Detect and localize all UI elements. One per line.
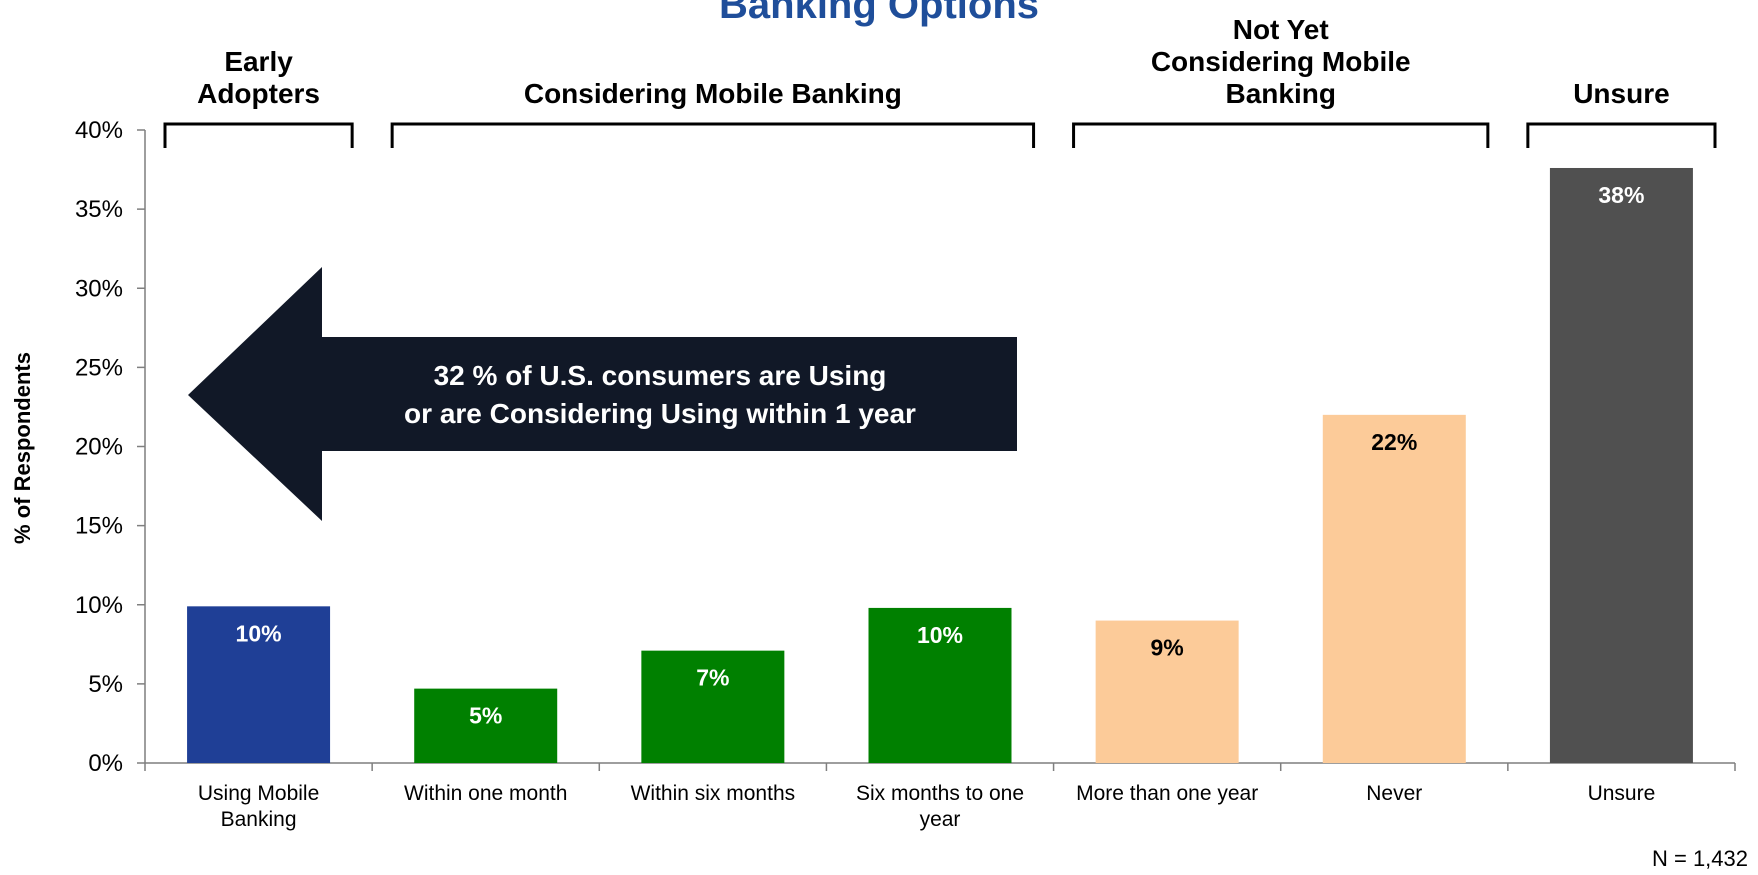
bar: [1322, 414, 1466, 763]
bar: [1095, 620, 1239, 763]
bar: [187, 606, 331, 763]
group-label: Not Yet Considering Mobile Banking: [1151, 14, 1411, 109]
x-tick-label: Using Mobile Banking: [198, 782, 319, 831]
y-tick-label: 35%: [75, 196, 123, 223]
x-tick-label: Unsure: [1588, 782, 1656, 805]
x-axis: Using Mobile Banking Within one month Withi…: [144, 762, 1736, 831]
chart-title: Banking Options: [719, 0, 1039, 27]
x-tick-label: Within six months: [631, 782, 796, 805]
group-label: Early Adopters: [197, 46, 320, 109]
sample-size-note: N = 1,432: [1652, 846, 1748, 871]
callout-line-2: or are Considering Using within 1 year: [404, 398, 916, 429]
group-bracket: [163, 122, 354, 148]
y-tick-label: 30%: [75, 275, 123, 302]
y-axis: 0% 5% 10% 15% 20% 25% 30% 35% 40%: [75, 117, 146, 777]
bar: [868, 607, 1012, 763]
bar: [1549, 167, 1693, 764]
y-tick-label: 40%: [75, 117, 123, 144]
callout-arrow: 32 % of U.S. consumers are Using or are …: [188, 267, 1017, 521]
group-label: Unsure: [1573, 78, 1669, 109]
y-tick-label: 0%: [88, 750, 123, 777]
y-axis-label: % of Respondents: [10, 352, 35, 544]
x-tick-label: Never: [1366, 782, 1422, 805]
y-tick-label: 20%: [75, 434, 123, 461]
y-tick-label: 10%: [75, 592, 123, 619]
y-tick-label: 5%: [88, 671, 123, 698]
bar: [641, 650, 785, 763]
y-tick-label: 15%: [75, 513, 123, 540]
data-label: 7%: [696, 665, 729, 691]
callout-line-1: 32 % of U.S. consumers are Using: [434, 360, 887, 391]
data-label: 10%: [917, 622, 963, 648]
x-tick-label: Six months to one year: [856, 782, 1024, 831]
group-brackets: Early Adopters Considering Mobile Banking N…: [163, 14, 1717, 148]
bar-series: 10% 5% 7% 10% 9% 22% 38%: [187, 167, 1693, 764]
group-label: Considering Mobile Banking: [524, 78, 902, 109]
data-label: 5%: [469, 703, 502, 729]
arrow-left-icon: [188, 267, 1017, 521]
x-tick-label: More than one year: [1076, 782, 1258, 805]
data-label: 9%: [1151, 635, 1184, 661]
y-tick-label: 25%: [75, 354, 123, 381]
data-label: 22%: [1371, 429, 1417, 455]
data-label: 38%: [1598, 182, 1644, 208]
bar: [414, 688, 558, 763]
group-bracket: [1526, 122, 1717, 148]
group-bracket: [390, 122, 1036, 148]
group-bracket: [1072, 122, 1490, 148]
x-tick-label: Within one month: [404, 782, 567, 805]
data-label: 10%: [236, 620, 282, 646]
